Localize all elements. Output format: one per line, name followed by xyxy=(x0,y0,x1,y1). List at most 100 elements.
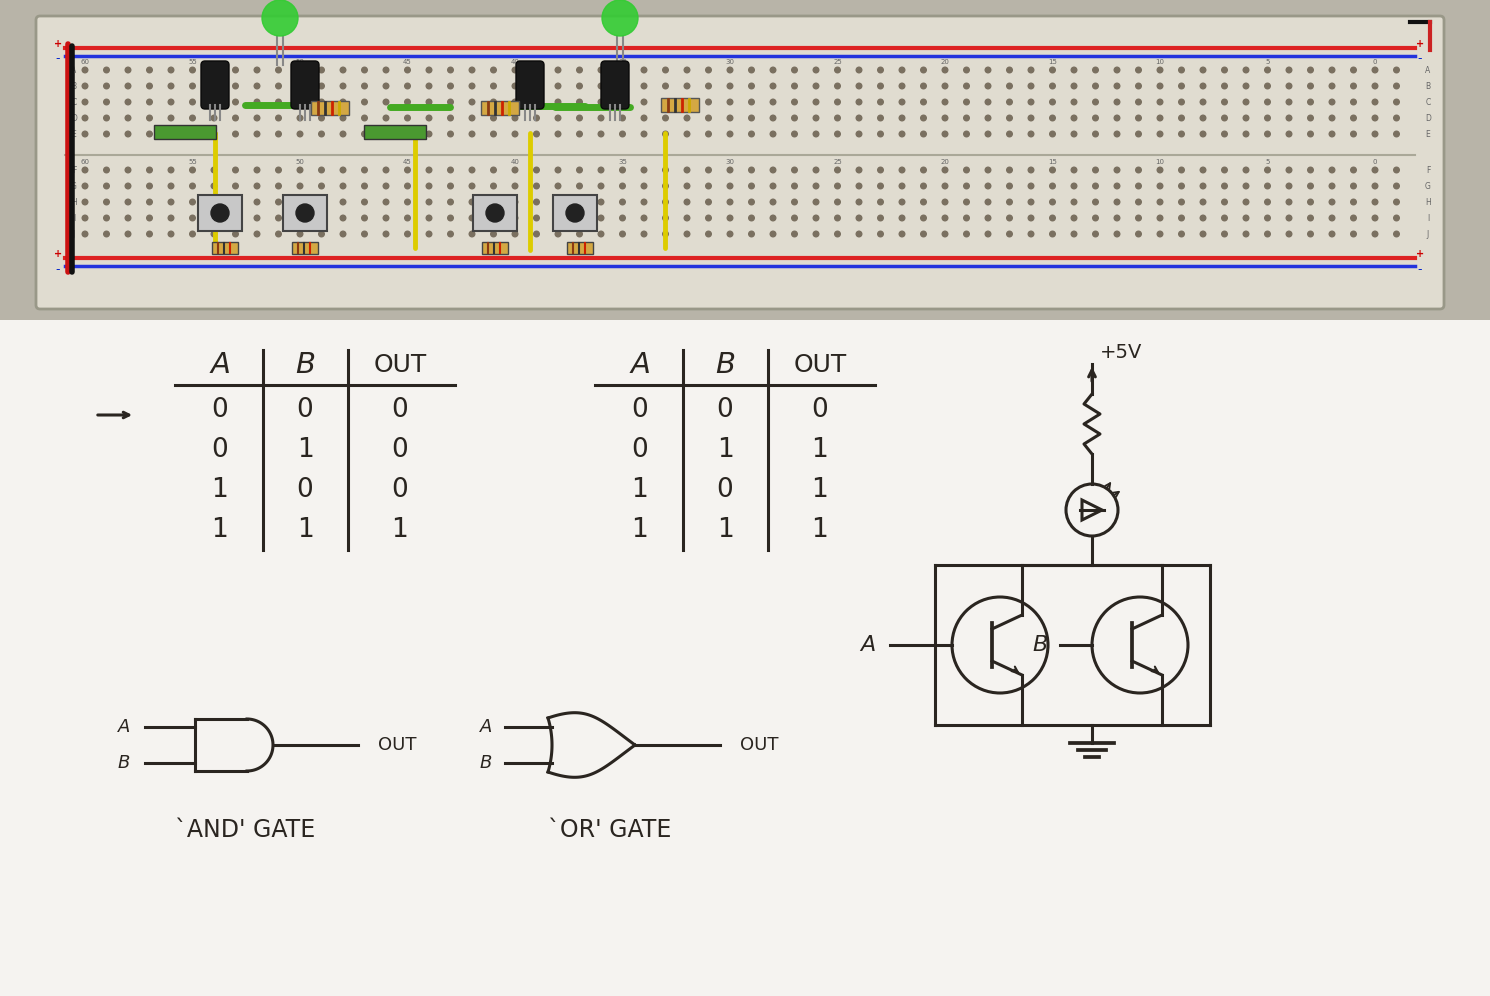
Circle shape xyxy=(706,67,711,73)
Circle shape xyxy=(878,167,884,172)
Circle shape xyxy=(1158,183,1162,189)
Circle shape xyxy=(834,116,840,121)
Circle shape xyxy=(232,167,238,172)
Circle shape xyxy=(1351,100,1356,105)
Circle shape xyxy=(125,67,131,73)
Circle shape xyxy=(898,131,904,136)
Text: 1: 1 xyxy=(717,517,733,543)
Circle shape xyxy=(1308,215,1313,221)
Circle shape xyxy=(1049,116,1055,121)
Circle shape xyxy=(706,183,711,189)
Circle shape xyxy=(447,131,453,136)
Circle shape xyxy=(1308,231,1313,237)
Text: OUT: OUT xyxy=(374,353,426,377)
Text: +: + xyxy=(1416,249,1424,259)
Circle shape xyxy=(276,67,282,73)
Circle shape xyxy=(1049,167,1055,172)
Circle shape xyxy=(1158,131,1162,136)
Circle shape xyxy=(663,199,669,205)
Text: 0: 0 xyxy=(392,397,408,423)
Circle shape xyxy=(663,116,669,121)
Circle shape xyxy=(898,100,904,105)
Circle shape xyxy=(146,183,152,189)
Circle shape xyxy=(597,67,603,73)
Circle shape xyxy=(597,167,603,172)
Circle shape xyxy=(770,231,776,237)
Circle shape xyxy=(985,183,991,189)
Circle shape xyxy=(770,100,776,105)
Circle shape xyxy=(189,67,195,73)
Circle shape xyxy=(706,215,711,221)
Circle shape xyxy=(319,167,325,172)
Circle shape xyxy=(168,116,174,121)
Circle shape xyxy=(641,116,647,121)
Circle shape xyxy=(383,116,389,121)
Circle shape xyxy=(82,199,88,205)
Text: A: A xyxy=(630,351,650,379)
Circle shape xyxy=(898,231,904,237)
Circle shape xyxy=(1049,215,1055,221)
Circle shape xyxy=(447,199,453,205)
Circle shape xyxy=(340,183,346,189)
Circle shape xyxy=(1265,231,1271,237)
Circle shape xyxy=(362,199,368,205)
Circle shape xyxy=(1071,100,1077,105)
Circle shape xyxy=(921,116,927,121)
Circle shape xyxy=(212,116,218,121)
Circle shape xyxy=(212,215,218,221)
Circle shape xyxy=(319,231,325,237)
Text: 1: 1 xyxy=(392,517,408,543)
Circle shape xyxy=(533,215,539,221)
Circle shape xyxy=(1222,67,1228,73)
Circle shape xyxy=(426,116,432,121)
Text: B: B xyxy=(118,754,130,772)
Circle shape xyxy=(362,167,368,172)
Circle shape xyxy=(770,215,776,221)
Circle shape xyxy=(1092,215,1098,221)
Circle shape xyxy=(533,131,539,136)
Circle shape xyxy=(1222,131,1228,136)
Text: -: - xyxy=(55,264,60,277)
Circle shape xyxy=(1092,131,1098,136)
Circle shape xyxy=(1115,116,1120,121)
Circle shape xyxy=(319,199,325,205)
Circle shape xyxy=(1158,84,1162,89)
Circle shape xyxy=(189,199,195,205)
Circle shape xyxy=(533,84,539,89)
Circle shape xyxy=(104,131,109,136)
Circle shape xyxy=(513,231,519,237)
Text: -: - xyxy=(1418,53,1423,66)
Circle shape xyxy=(921,183,927,189)
Text: 50: 50 xyxy=(295,159,304,165)
Circle shape xyxy=(684,231,690,237)
Circle shape xyxy=(1286,84,1292,89)
Text: 1: 1 xyxy=(632,517,648,543)
Circle shape xyxy=(791,215,797,221)
Circle shape xyxy=(297,116,302,121)
Circle shape xyxy=(297,84,302,89)
Circle shape xyxy=(1222,167,1228,172)
Circle shape xyxy=(490,116,496,121)
Circle shape xyxy=(878,183,884,189)
Circle shape xyxy=(985,67,991,73)
Circle shape xyxy=(878,100,884,105)
Circle shape xyxy=(620,183,626,189)
Circle shape xyxy=(814,167,820,172)
Circle shape xyxy=(556,231,560,237)
Circle shape xyxy=(663,231,669,237)
Text: 5: 5 xyxy=(1265,159,1269,165)
Circle shape xyxy=(577,183,583,189)
Text: 1: 1 xyxy=(297,437,313,463)
Text: 15: 15 xyxy=(1047,59,1056,65)
Circle shape xyxy=(1092,116,1098,121)
Text: B: B xyxy=(1426,82,1430,91)
Circle shape xyxy=(1201,199,1205,205)
Circle shape xyxy=(168,84,174,89)
Circle shape xyxy=(189,100,195,105)
Circle shape xyxy=(1049,199,1055,205)
Circle shape xyxy=(942,231,948,237)
Circle shape xyxy=(1393,199,1399,205)
Circle shape xyxy=(82,84,88,89)
Circle shape xyxy=(1393,167,1399,172)
Circle shape xyxy=(362,116,368,121)
